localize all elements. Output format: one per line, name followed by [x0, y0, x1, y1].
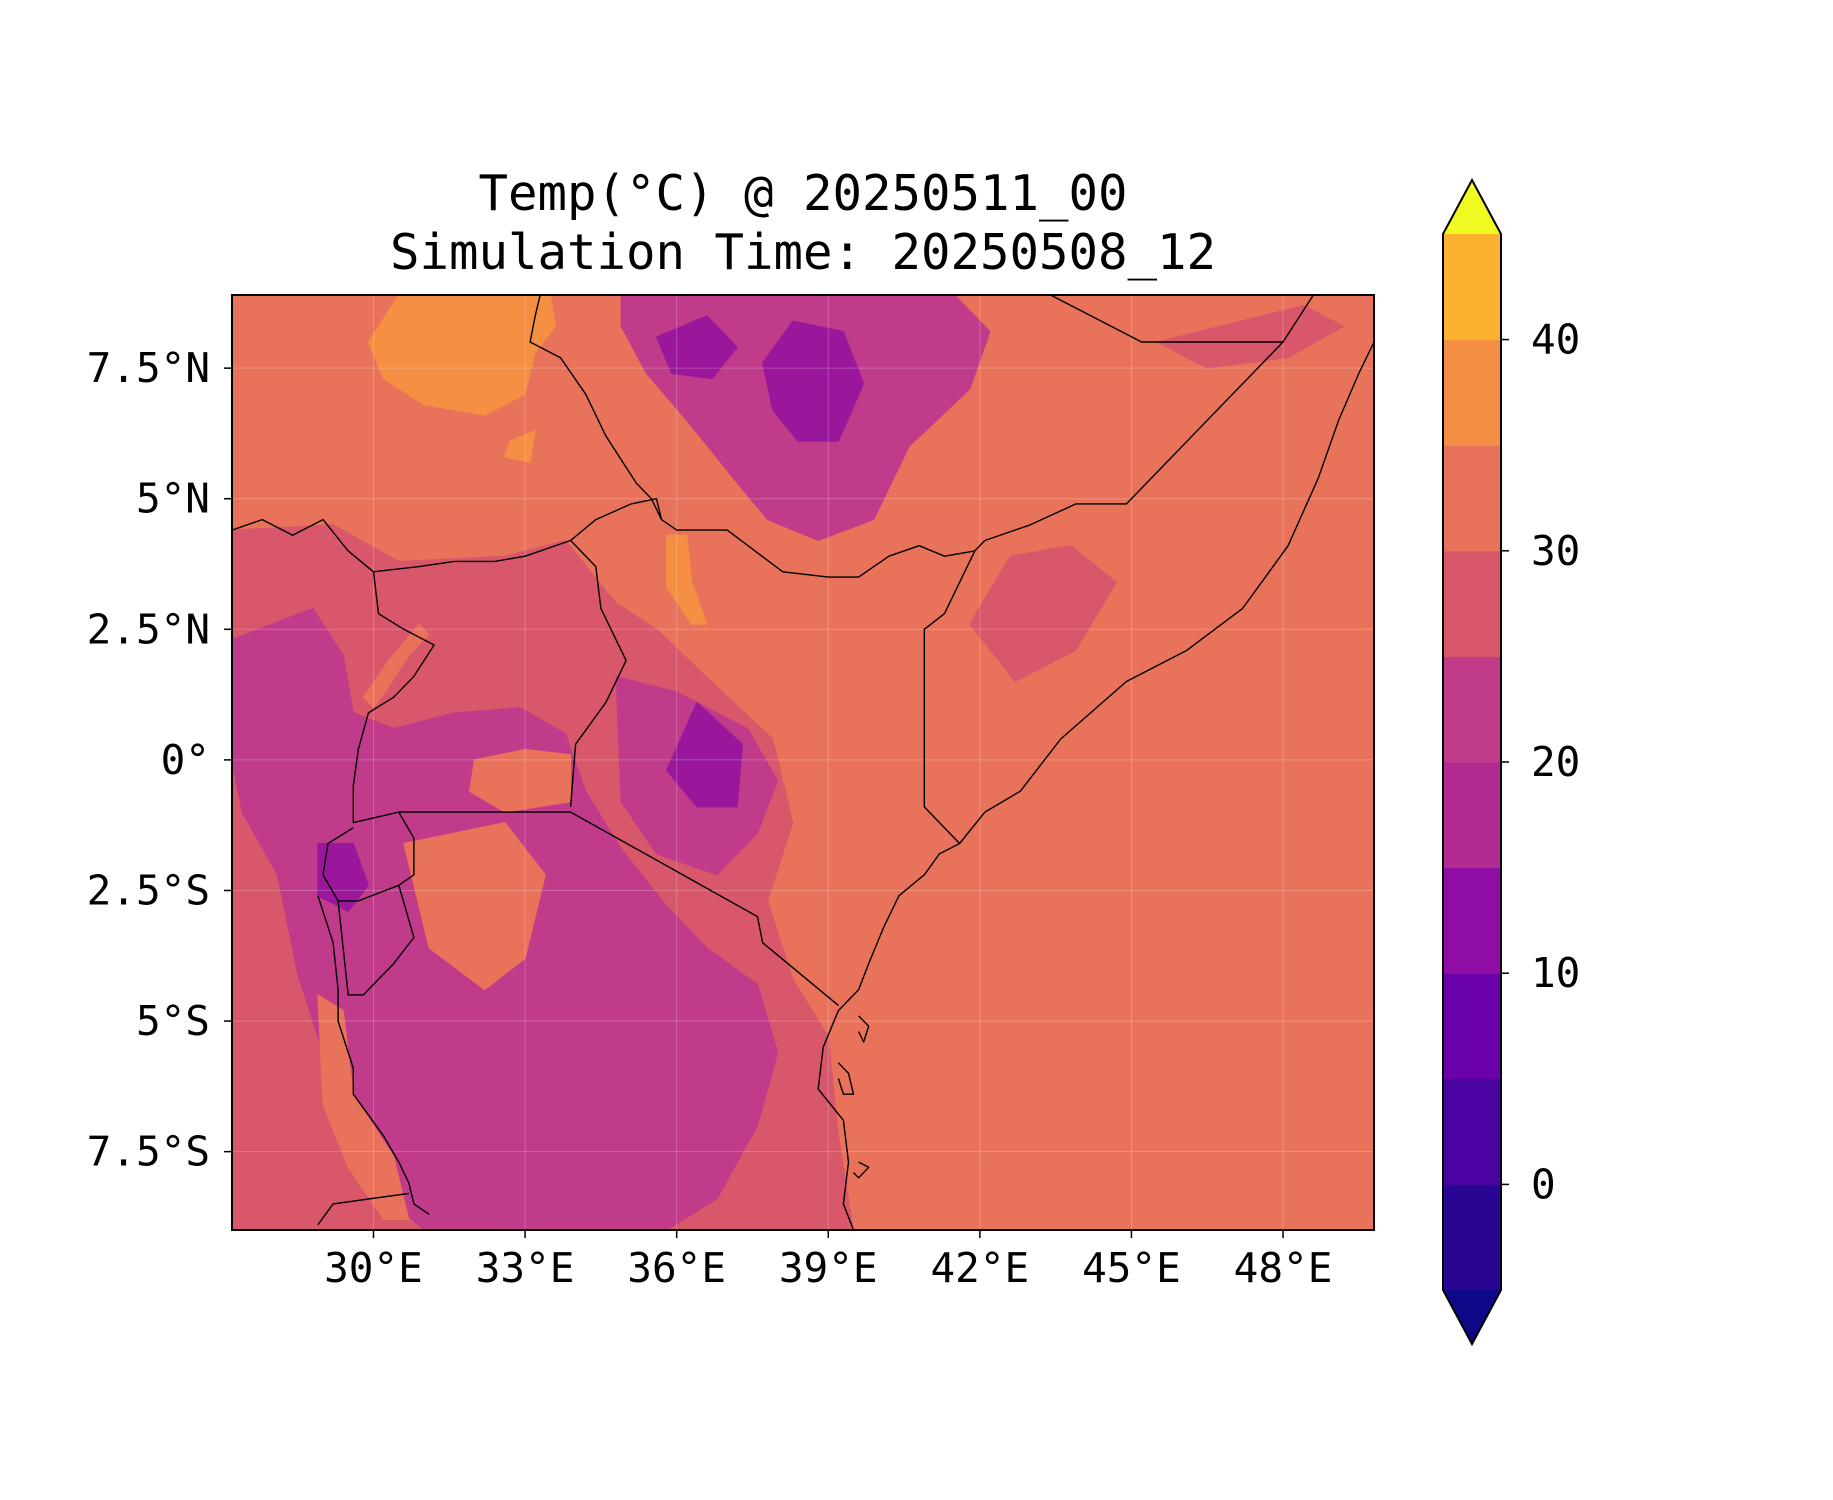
- border-zanzibar-island: [837, 1062, 855, 1095]
- x-tick-label: 45°E: [1082, 1244, 1181, 1292]
- temperature-region-ethiopia-bale: [655, 315, 738, 380]
- colorbar-over-extension: [1443, 180, 1501, 234]
- temperature-region-tanzania-central-warm: [403, 822, 546, 991]
- colorbar-bin: [1443, 656, 1501, 763]
- border-kenya-somalia-border: [923, 550, 976, 844]
- colorbar-tick-label: 0: [1531, 1160, 1556, 1208]
- y-tick-label: 7.5°S: [87, 1128, 210, 1176]
- colorbar-bin: [1443, 550, 1501, 657]
- map-axes: 30°E 33°E 36°E 39°E 42°E 45°E 48°E 7.5°N 5°N 2.5°…: [87, 344, 1333, 1292]
- border-rwanda-border: [322, 811, 415, 902]
- border-ethiopia-sudan-border: [529, 295, 663, 520]
- temperature-region-ethiopia-cold-core: [762, 320, 865, 442]
- border-ethiopia-south-border: [661, 295, 1314, 578]
- x-tick-label: 39°E: [779, 1244, 878, 1292]
- map-frame: [231, 294, 1375, 1231]
- y-tick-label: 2.5°N: [87, 605, 210, 653]
- border-ethiopia-ne-border: [1050, 295, 1283, 343]
- temperature-region-kenya-cold-spots: [666, 701, 743, 808]
- map-area: [231, 294, 1375, 1231]
- colorbar-bin: [1443, 234, 1501, 341]
- x-tick-label: 33°E: [476, 1244, 575, 1292]
- x-tick-label: 42°E: [930, 1244, 1029, 1292]
- y-tick-label: 2.5°S: [87, 866, 210, 914]
- x-tick-label: 36°E: [627, 1244, 726, 1292]
- border-kenya-tanzania-border: [570, 811, 839, 1006]
- colorbar-outline: [1442, 177, 1502, 1347]
- border-pemba-island: [857, 1015, 870, 1043]
- temperature-region-tanganyika-rift-warm: [317, 993, 410, 1221]
- border-ilemi-border: [570, 498, 663, 542]
- colorbar-bin: [1443, 445, 1501, 552]
- colorbar: 0 10 20 30 40: [1442, 177, 1580, 1347]
- colorbar-tick-label: 10: [1531, 949, 1580, 997]
- border-uganda-kenya-border: [569, 540, 627, 807]
- colorbar-under-extension: [1443, 1290, 1501, 1344]
- border-somalia-coast: [817, 341, 1374, 1230]
- y-tick-label: 7.5°N: [87, 344, 210, 392]
- temperature-region-turkana-warm: [666, 534, 708, 625]
- title-line-1: Temp(°C) @ 20250511_00: [478, 165, 1128, 222]
- temperature-region-sudan-east-warm: [504, 429, 536, 463]
- x-tick-label: 30°E: [324, 1244, 423, 1292]
- border-lake-tanganyika-west: [317, 895, 430, 1215]
- border-mafia-island: [852, 1161, 870, 1179]
- colorbar-bin: [1443, 867, 1501, 974]
- colorbar-tick-label: 20: [1531, 738, 1580, 786]
- y-tick-label: 0°: [161, 736, 210, 784]
- colorbar-tick-label: 30: [1531, 527, 1580, 575]
- temperature-region-rwanda-cold: [317, 843, 369, 913]
- colorbar-bin: [1443, 1184, 1501, 1291]
- y-tick-label: 5°N: [136, 475, 210, 523]
- colorbar-bin: [1443, 762, 1501, 869]
- colorbar-tick-label: 40: [1531, 316, 1580, 364]
- border-burundi-border: [337, 885, 415, 996]
- border-zambia-tanzania-border: [317, 1192, 409, 1226]
- border-drc-uganda-border: [352, 571, 435, 824]
- temperature-region-albertine-rift-warm: [362, 623, 430, 709]
- y-tick-label: 5°S: [136, 997, 210, 1045]
- colorbar-bin: [1443, 339, 1501, 446]
- temperature-region-somali-interior: [969, 545, 1117, 683]
- temperature-region-sudan-north-warm: [367, 295, 556, 416]
- colorbar-bin: [1443, 1078, 1501, 1185]
- title-line-2: Simulation Time: 20250508_12: [389, 224, 1216, 281]
- colorbar-bin: [1443, 973, 1501, 1080]
- map-field: [232, 295, 1374, 1230]
- x-tick-label: 48°E: [1234, 1244, 1333, 1292]
